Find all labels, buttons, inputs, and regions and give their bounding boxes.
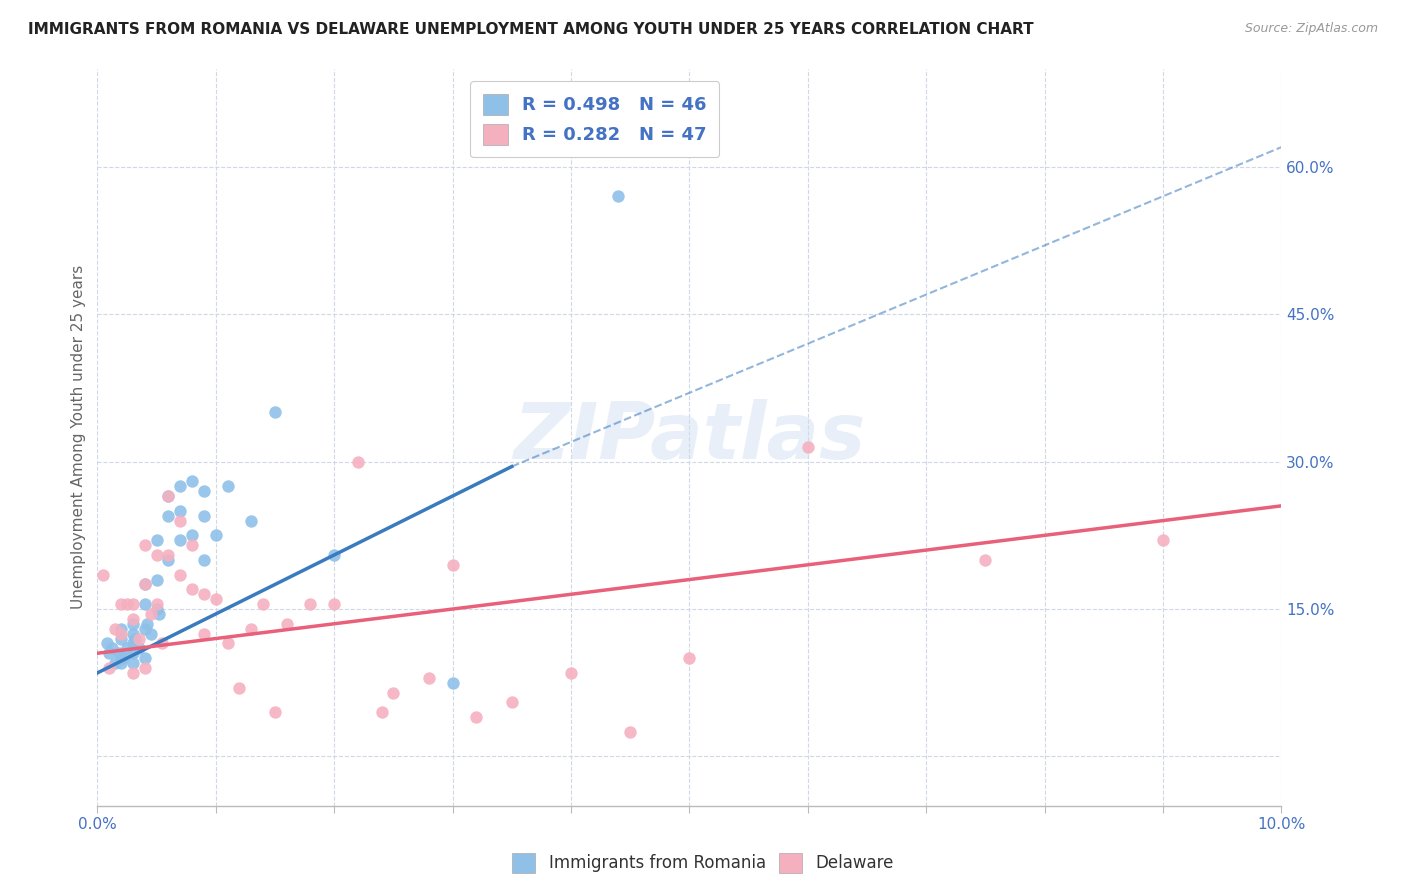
Point: [145, 602, 167, 616]
Point: [217, 636, 239, 650]
Point: [974, 553, 997, 567]
Point: [145, 548, 167, 562]
Point: [441, 675, 464, 690]
Point: [169, 479, 191, 493]
Point: [110, 632, 132, 646]
Text: Source: ZipAtlas.com: Source: ZipAtlas.com: [1244, 22, 1378, 36]
Point: [323, 548, 346, 562]
Point: [139, 626, 162, 640]
Point: [264, 405, 287, 419]
Point: [124, 632, 146, 646]
Point: [110, 597, 132, 611]
Point: [122, 612, 145, 626]
Point: [418, 671, 440, 685]
Point: [193, 626, 215, 640]
Point: [181, 538, 204, 552]
Point: [107, 646, 129, 660]
Point: [145, 533, 167, 548]
Point: [193, 508, 215, 523]
Point: [797, 440, 820, 454]
Point: [122, 636, 145, 650]
Point: [157, 548, 180, 562]
Point: [252, 597, 274, 611]
Point: [134, 597, 156, 611]
Point: [134, 538, 156, 552]
Point: [122, 597, 145, 611]
Text: IMMIGRANTS FROM ROMANIA VS DELAWARE UNEMPLOYMENT AMONG YOUTH UNDER 25 YEARS CORR: IMMIGRANTS FROM ROMANIA VS DELAWARE UNEM…: [28, 22, 1033, 37]
Point: [465, 710, 488, 724]
Point: [181, 528, 204, 542]
Point: [264, 705, 287, 719]
Point: [100, 641, 122, 656]
Point: [240, 514, 263, 528]
Point: [169, 533, 191, 548]
Point: [501, 695, 523, 709]
Point: [193, 553, 215, 567]
Point: [91, 567, 114, 582]
Point: [193, 484, 215, 499]
Point: [122, 646, 145, 660]
Point: [145, 573, 167, 587]
Point: [1152, 533, 1174, 548]
Point: [122, 665, 145, 680]
Point: [110, 656, 132, 670]
Point: [122, 656, 145, 670]
Legend: R = 0.498   N = 46, R = 0.282   N = 47: R = 0.498 N = 46, R = 0.282 N = 47: [470, 81, 720, 157]
Point: [323, 597, 346, 611]
Point: [228, 681, 250, 695]
Point: [110, 651, 132, 665]
Point: [128, 641, 150, 656]
Point: [157, 489, 180, 503]
Point: [96, 636, 118, 650]
Text: ZIPatlas: ZIPatlas: [513, 399, 866, 475]
Point: [104, 656, 127, 670]
Point: [98, 661, 121, 675]
Point: [134, 577, 156, 591]
Point: [619, 725, 641, 739]
Point: [110, 622, 132, 636]
Point: [128, 632, 150, 646]
Point: [148, 607, 170, 621]
Point: [122, 616, 145, 631]
Point: [122, 626, 145, 640]
Point: [145, 597, 167, 611]
Point: [240, 622, 263, 636]
Point: [607, 189, 630, 203]
Point: [115, 641, 138, 656]
Point: [560, 665, 582, 680]
Point: [181, 475, 204, 489]
Point: [134, 661, 156, 675]
Point: [347, 455, 370, 469]
Point: [134, 622, 156, 636]
Point: [299, 597, 322, 611]
Point: [112, 651, 135, 665]
Point: [134, 651, 156, 665]
Point: [136, 616, 159, 631]
Point: [370, 705, 392, 719]
Point: [157, 508, 180, 523]
Point: [441, 558, 464, 572]
Point: [169, 567, 191, 582]
Point: [110, 626, 132, 640]
Point: [181, 582, 204, 597]
Point: [193, 587, 215, 601]
Point: [98, 646, 121, 660]
Point: [157, 553, 180, 567]
Point: [134, 577, 156, 591]
Point: [152, 636, 174, 650]
Point: [104, 622, 127, 636]
Point: [204, 528, 226, 542]
Y-axis label: Unemployment Among Youth under 25 years: Unemployment Among Youth under 25 years: [72, 265, 86, 609]
Point: [139, 607, 162, 621]
Point: [157, 489, 180, 503]
Point: [115, 597, 138, 611]
Point: [678, 651, 700, 665]
Point: [169, 504, 191, 518]
Point: [217, 479, 239, 493]
Point: [204, 592, 226, 607]
Point: [276, 616, 298, 631]
Point: [382, 685, 405, 699]
Point: [169, 514, 191, 528]
Legend: Immigrants from Romania, Delaware: Immigrants from Romania, Delaware: [505, 847, 901, 880]
